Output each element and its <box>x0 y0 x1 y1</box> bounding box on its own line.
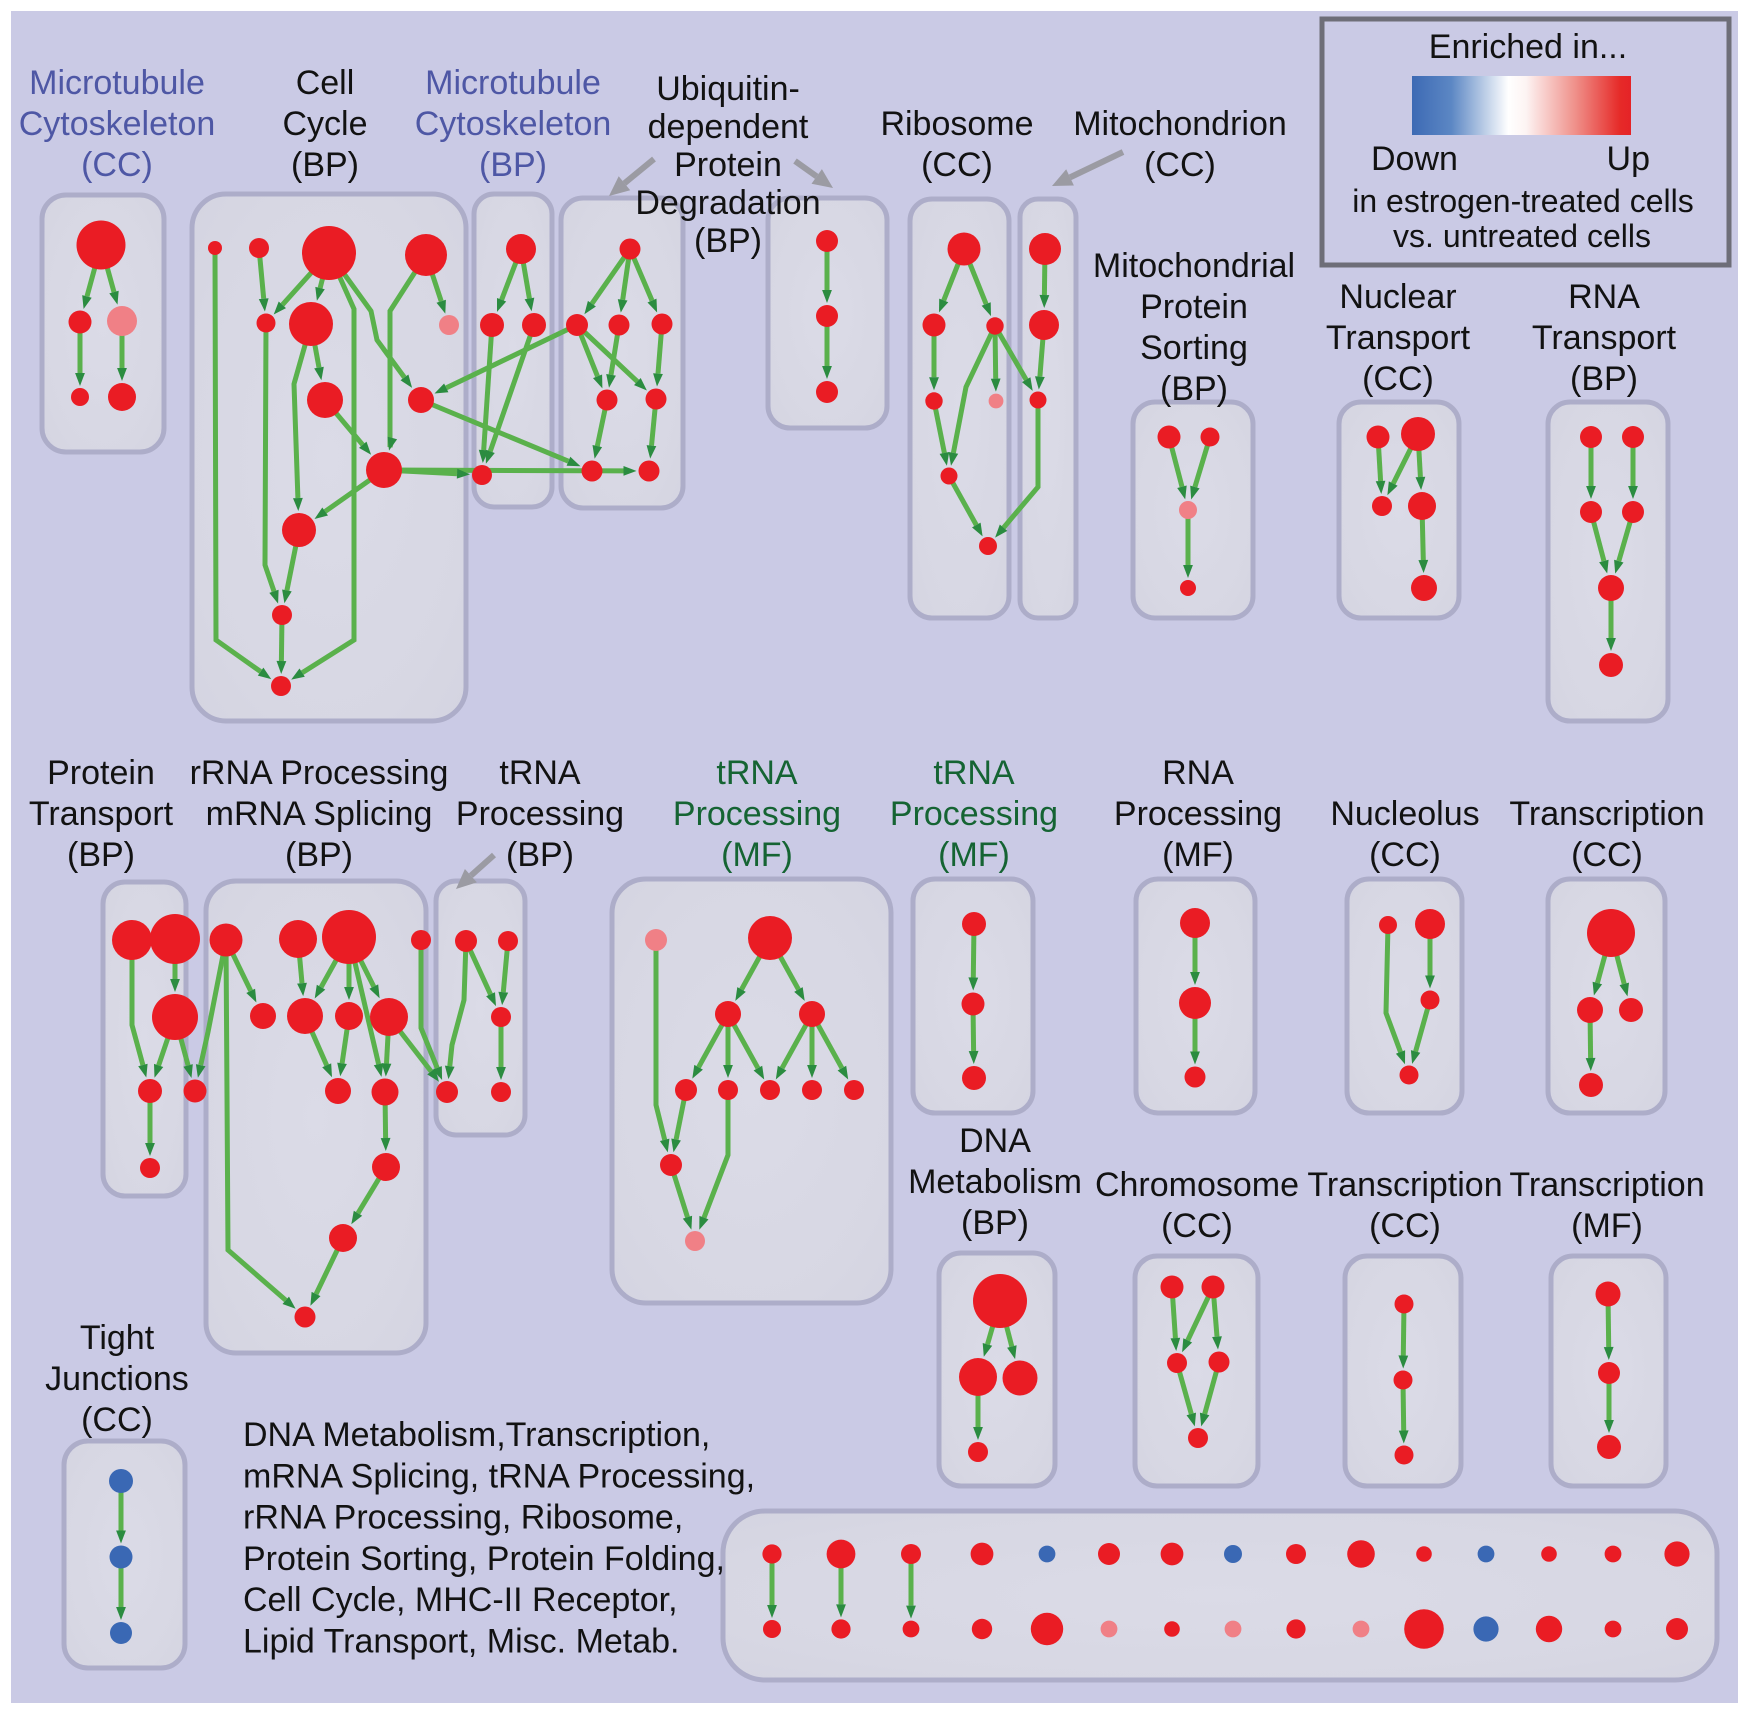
svg-text:(CC): (CC) <box>921 146 993 184</box>
svg-text:(BP): (BP) <box>479 146 547 184</box>
svg-text:Cell Cycle, MHC-II Receptor,: Cell Cycle, MHC-II Receptor, <box>243 1581 678 1619</box>
svg-text:Cycle: Cycle <box>282 105 367 143</box>
svg-text:(BP): (BP) <box>291 146 359 184</box>
svg-text:(MF): (MF) <box>1571 1207 1643 1245</box>
svg-text:(CC): (CC) <box>1369 1207 1441 1245</box>
svg-text:Processing: Processing <box>673 795 841 833</box>
svg-text:Transcription: Transcription <box>1509 1166 1704 1204</box>
svg-text:DNA Metabolism,Transcription,: DNA Metabolism,Transcription, <box>243 1416 710 1454</box>
svg-text:Enriched in...: Enriched in... <box>1429 28 1627 66</box>
svg-text:Protein: Protein <box>47 754 155 792</box>
svg-text:(MF): (MF) <box>1162 836 1234 874</box>
svg-text:Mitochondrial: Mitochondrial <box>1093 247 1295 285</box>
svg-text:rRNA Processing: rRNA Processing <box>190 754 449 792</box>
svg-text:(BP): (BP) <box>67 836 135 874</box>
svg-text:(BP): (BP) <box>961 1204 1029 1242</box>
svg-text:(CC): (CC) <box>1362 360 1434 398</box>
svg-text:Ribosome: Ribosome <box>880 105 1033 143</box>
svg-text:(CC): (CC) <box>1369 836 1441 874</box>
svg-text:Protein Sorting, Protein Foldi: Protein Sorting, Protein Folding, <box>243 1540 725 1578</box>
svg-text:Processing: Processing <box>456 795 624 833</box>
svg-text:Down: Down <box>1371 140 1458 178</box>
svg-text:Chromosome: Chromosome <box>1095 1166 1299 1204</box>
svg-text:(CC): (CC) <box>81 1401 153 1439</box>
svg-text:(BP): (BP) <box>1160 370 1228 408</box>
svg-text:Nuclear: Nuclear <box>1339 278 1456 316</box>
svg-text:(CC): (CC) <box>1571 836 1643 874</box>
svg-text:(CC): (CC) <box>1161 1207 1233 1245</box>
svg-text:Lipid Transport, Misc. Metab.: Lipid Transport, Misc. Metab. <box>243 1623 680 1661</box>
svg-text:(MF): (MF) <box>721 836 793 874</box>
svg-text:Degradation: Degradation <box>635 184 820 222</box>
svg-text:Cytoskeleton: Cytoskeleton <box>415 105 612 143</box>
svg-text:(CC): (CC) <box>1144 146 1216 184</box>
svg-text:Transcription: Transcription <box>1509 795 1704 833</box>
svg-text:in estrogen-treated cells: in estrogen-treated cells <box>1352 183 1694 219</box>
svg-text:dependent: dependent <box>648 108 809 146</box>
svg-text:tRNA: tRNA <box>716 754 798 792</box>
svg-text:Transcription: Transcription <box>1307 1166 1502 1204</box>
svg-text:Cell: Cell <box>296 64 355 102</box>
svg-text:Nucleolus: Nucleolus <box>1330 795 1479 833</box>
svg-text:(BP): (BP) <box>285 836 353 874</box>
svg-text:(BP): (BP) <box>694 222 762 260</box>
svg-text:Microtubule: Microtubule <box>29 64 205 102</box>
svg-text:Up: Up <box>1607 140 1650 178</box>
svg-text:Metabolism: Metabolism <box>908 1163 1082 1201</box>
svg-text:Transport: Transport <box>29 795 174 833</box>
svg-text:tRNA: tRNA <box>499 754 581 792</box>
svg-text:mRNA Splicing: mRNA Splicing <box>206 795 433 833</box>
svg-text:(BP): (BP) <box>1570 360 1638 398</box>
svg-text:Transport: Transport <box>1326 319 1471 357</box>
svg-text:Microtubule: Microtubule <box>425 64 601 102</box>
svg-text:vs. untreated cells: vs. untreated cells <box>1393 218 1651 254</box>
svg-text:Transport: Transport <box>1532 319 1677 357</box>
svg-text:(CC): (CC) <box>81 146 153 184</box>
svg-text:DNA: DNA <box>959 1122 1031 1160</box>
svg-text:Tight: Tight <box>80 1319 155 1357</box>
svg-text:RNA: RNA <box>1568 278 1640 316</box>
svg-text:Cytoskeleton: Cytoskeleton <box>19 105 216 143</box>
svg-text:(BP): (BP) <box>506 836 574 874</box>
svg-text:Protein: Protein <box>1140 288 1248 326</box>
svg-text:mRNA Splicing, tRNA Processing: mRNA Splicing, tRNA Processing, <box>243 1457 755 1495</box>
svg-text:Protein: Protein <box>674 146 782 184</box>
svg-text:rRNA Processing, Ribosome,: rRNA Processing, Ribosome, <box>243 1499 683 1537</box>
svg-text:RNA: RNA <box>1162 754 1234 792</box>
svg-text:tRNA: tRNA <box>933 754 1015 792</box>
svg-text:Mitochondrion: Mitochondrion <box>1073 105 1287 143</box>
svg-text:Processing: Processing <box>890 795 1058 833</box>
svg-text:Ubiquitin-: Ubiquitin- <box>656 70 800 108</box>
svg-text:(MF): (MF) <box>938 836 1010 874</box>
svg-text:Junctions: Junctions <box>45 1360 189 1398</box>
svg-text:Sorting: Sorting <box>1140 329 1248 367</box>
svg-text:Processing: Processing <box>1114 795 1282 833</box>
